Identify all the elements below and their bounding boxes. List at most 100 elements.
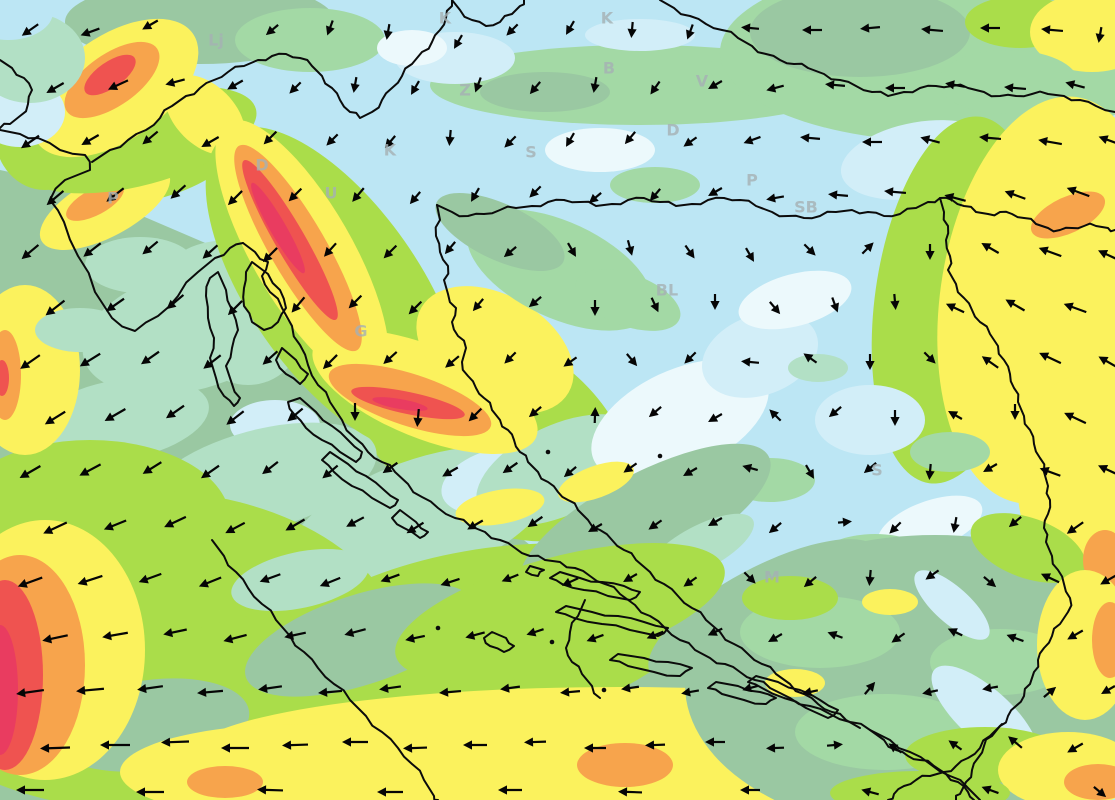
- island-outline: [391, 509, 429, 539]
- wind-arrow-head: [105, 302, 117, 312]
- wind-arrow: [1067, 629, 1084, 640]
- wind-arrow: [925, 569, 940, 580]
- wind-arrow: [17, 576, 43, 588]
- wind-arrow-head: [1039, 466, 1050, 476]
- wind-arrow: [1100, 574, 1115, 585]
- wind-arrow: [740, 785, 760, 795]
- wind-arrow: [627, 21, 637, 38]
- wind-arrow: [227, 300, 243, 316]
- wind-arrow-head: [623, 463, 634, 473]
- wind-arrow: [861, 787, 879, 797]
- wind-arrow-head: [529, 84, 540, 95]
- wind-arrow-head: [769, 409, 779, 419]
- wind-arrow-head: [202, 249, 213, 259]
- wind-arrow: [83, 242, 102, 257]
- coastline-border: [91, 0, 453, 163]
- wind-arrow-head: [203, 359, 214, 369]
- wind-arrow-head: [108, 81, 119, 91]
- wind-arrow: [227, 190, 243, 206]
- wind-speed-region: [416, 286, 574, 414]
- wind-arrow-head: [405, 633, 415, 643]
- wind-arrow: [1098, 135, 1115, 145]
- wind-arrow: [1004, 83, 1027, 93]
- wind-arrow-head: [137, 684, 147, 694]
- wind-arrow-head: [982, 683, 992, 693]
- wind-arrow: [380, 573, 400, 583]
- city-label: V: [696, 72, 709, 91]
- wind-arrow: [467, 519, 484, 530]
- wind-arrow: [504, 351, 517, 364]
- wind-arrow-head: [284, 630, 295, 640]
- wind-arrow-head: [163, 628, 174, 638]
- wind-arrow-head: [1046, 686, 1057, 697]
- wind-arrow-head: [17, 579, 28, 588]
- wind-arrow: [440, 577, 460, 587]
- island-outline: [205, 271, 241, 407]
- wind-arrow-head: [413, 417, 423, 427]
- wind-arrow: [621, 683, 640, 693]
- wind-arrow: [560, 687, 581, 697]
- wind-arrow-head: [198, 578, 209, 588]
- wind-arrow-head: [684, 354, 694, 364]
- wind-arrow: [862, 137, 882, 147]
- wind-arrow: [649, 188, 661, 202]
- islet-dot: [601, 687, 607, 693]
- wind-arrow: [46, 82, 65, 93]
- wind-arrow-head: [590, 83, 600, 93]
- wind-arrow-head: [263, 134, 274, 145]
- wind-arrow: [1064, 412, 1087, 425]
- wind-arrow: [445, 355, 460, 368]
- wind-arrow-head: [863, 463, 874, 474]
- wind-arrow: [322, 464, 339, 479]
- wind-speed-region: [187, 766, 263, 798]
- wind-arrow-head: [454, 38, 463, 49]
- wind-arrow: [837, 517, 852, 527]
- wind-arrow-head: [1039, 352, 1050, 361]
- wind-arrow-head: [322, 469, 333, 479]
- wind-arrow: [1004, 189, 1026, 200]
- wind-arrow-head: [326, 136, 336, 146]
- wind-arrow-head: [83, 247, 94, 257]
- wind-arrow: [226, 410, 245, 425]
- wind-arrow: [563, 466, 577, 478]
- wind-arrow-head: [16, 785, 25, 795]
- wind-arrow-head: [624, 134, 635, 145]
- wind-arrow-head: [383, 354, 394, 365]
- city-label: S: [525, 143, 537, 162]
- wind-arrow: [1041, 25, 1064, 35]
- wind-arrow-head: [440, 577, 451, 587]
- wind-speed-region: [455, 488, 545, 526]
- wind-arrow: [683, 467, 698, 476]
- wind-arrow-head: [265, 25, 276, 36]
- wind-speed-region: [85, 237, 195, 293]
- wind-arrow-head: [498, 785, 507, 795]
- city-label: P: [107, 189, 119, 208]
- wind-arrow-head: [945, 80, 955, 90]
- wind-arrow-head: [590, 307, 600, 316]
- wind-arrow-head: [227, 305, 238, 316]
- wind-arrow: [257, 785, 284, 795]
- wind-arrow: [1008, 516, 1022, 528]
- wind-arrow-head: [981, 785, 992, 795]
- wind-arrow-head: [142, 465, 153, 474]
- wind-arrow-head: [348, 298, 359, 309]
- wind-arrow: [16, 688, 45, 698]
- city-label: M: [764, 568, 780, 587]
- wind-arrow: [566, 20, 575, 35]
- wind-arrow: [768, 522, 782, 534]
- wind-arrow-head: [681, 687, 691, 697]
- coastline-border: [0, 59, 33, 129]
- wind-arrow: [108, 79, 129, 91]
- wind-arrow-head: [20, 359, 31, 369]
- wind-arrow: [742, 463, 759, 473]
- wind-speed-region: [701, 312, 819, 398]
- wind-arrow-head: [408, 304, 419, 315]
- wind-arrow-head: [142, 245, 153, 255]
- wind-arrow-head: [627, 356, 638, 367]
- city-label: SB: [794, 198, 818, 217]
- wind-arrow-head: [683, 577, 694, 587]
- wind-arrow-head: [164, 519, 175, 528]
- city-label: D: [255, 156, 268, 175]
- wind-arrow-head: [1067, 631, 1078, 640]
- wind-speed-region: [970, 513, 1086, 583]
